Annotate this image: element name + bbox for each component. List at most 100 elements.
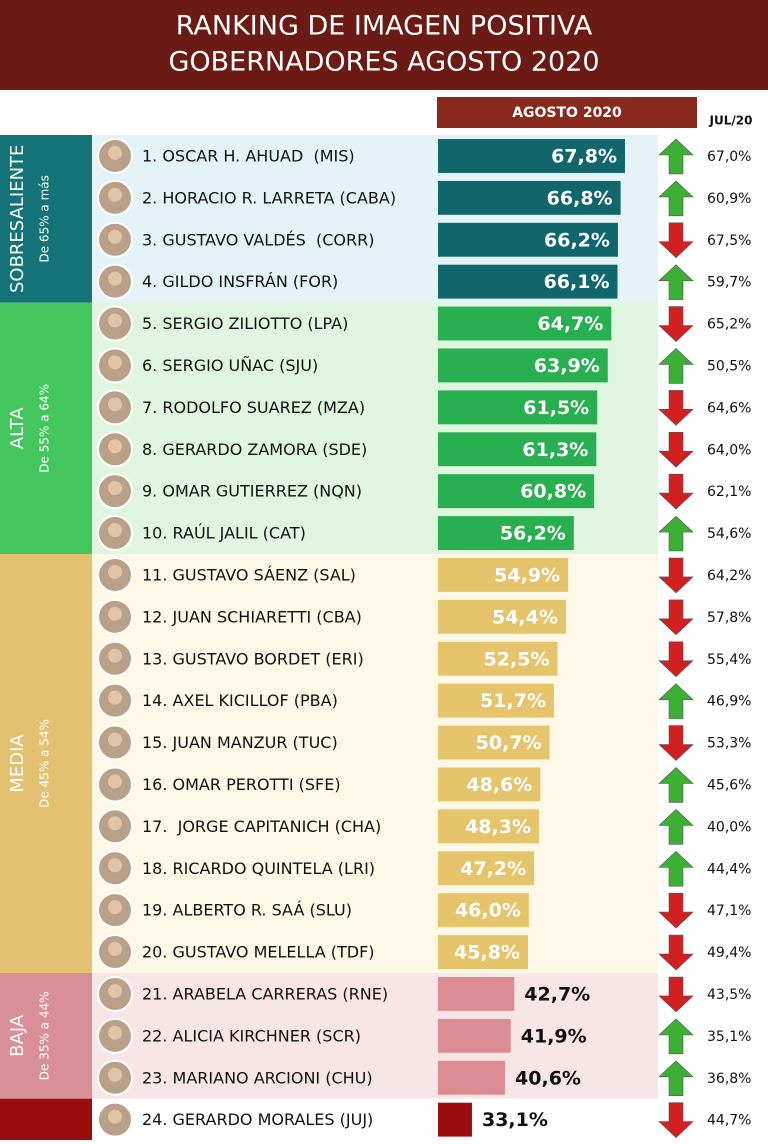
value-label: 54,4% xyxy=(492,606,558,628)
value-label: 48,6% xyxy=(466,774,532,796)
group-band xyxy=(0,302,92,554)
arrow-up xyxy=(658,515,694,552)
previous-label: 65,2% xyxy=(707,317,751,333)
value-label: 66,8% xyxy=(547,187,613,209)
bar xyxy=(438,641,558,676)
previous-label: 49,4% xyxy=(707,945,751,961)
bar xyxy=(438,1060,506,1095)
value-label: 54,9% xyxy=(494,564,560,586)
governor-name: 1. OSCAR H. AHUAD (MIS) xyxy=(142,146,355,165)
governor-name: 6. SERGIO UÑAC (SJU) xyxy=(142,356,318,375)
arrow-down xyxy=(658,641,694,678)
governor-name: 7. RODOLFO SUAREZ (MZA) xyxy=(142,398,365,417)
bar xyxy=(438,264,618,299)
previous-label: 50,5% xyxy=(707,358,751,374)
arrow-down xyxy=(658,222,694,259)
previous-label: 46,9% xyxy=(707,694,751,710)
bar xyxy=(438,348,608,383)
arrow-down xyxy=(658,473,694,510)
governor-name: 11. GUSTAVO SÁENZ (SAL) xyxy=(142,565,356,584)
photo-face xyxy=(108,1109,122,1124)
group-band xyxy=(0,1098,92,1141)
group-range: De 65% a más xyxy=(38,175,52,262)
value-label: 64,7% xyxy=(537,313,603,335)
value-label: 47,2% xyxy=(460,858,526,880)
arrow-up xyxy=(658,1018,694,1055)
governor-name: 3. GUSTAVO VALDÉS (CORR) xyxy=(142,230,374,249)
value-label: 66,2% xyxy=(544,229,610,251)
photo-face xyxy=(108,229,122,244)
value-label: 52,5% xyxy=(484,648,550,670)
photo-face xyxy=(108,145,122,160)
photo-face xyxy=(108,900,122,915)
governor-name: 23. MARIANO ARCIONI (CHU) xyxy=(142,1068,373,1087)
photo-face xyxy=(108,271,122,286)
governor-name: 18. RICARDO QUINTELA (LRI) xyxy=(142,859,375,878)
title-bar xyxy=(0,0,768,90)
arrow-down xyxy=(658,557,694,594)
group-band xyxy=(0,973,92,1099)
previous-label: 54,6% xyxy=(707,526,751,542)
previous-label: 40,0% xyxy=(707,819,751,835)
value-label: 63,9% xyxy=(534,355,600,377)
photo-face xyxy=(108,481,122,496)
photo-face xyxy=(108,355,122,370)
bar xyxy=(438,725,550,760)
governor-name: 19. ALBERTO R. SAÁ (SLU) xyxy=(142,901,352,920)
previous-label: 44,4% xyxy=(707,861,751,877)
value-label: 46,0% xyxy=(455,900,521,922)
group-band xyxy=(0,554,92,973)
photo-face xyxy=(108,816,122,831)
bar xyxy=(438,516,574,550)
group-label: ALTA xyxy=(7,407,28,449)
arrow-up xyxy=(658,683,694,719)
governor-name: 14. AXEL KICILLOF (PBA) xyxy=(142,691,338,710)
value-label: 45,8% xyxy=(454,942,520,964)
previous-label: 67,5% xyxy=(707,233,751,249)
arrow-up xyxy=(658,180,694,217)
photo-face xyxy=(108,606,122,621)
photo-face xyxy=(108,942,122,957)
governor-name: 9. OMAR GUTIERREZ (NQN) xyxy=(142,482,362,501)
governor-name: 15. JUAN MANZUR (TUC) xyxy=(142,733,338,752)
arrow-up xyxy=(658,1060,694,1096)
governor-name: 2. HORACIO R. LARRETA (CABA) xyxy=(142,188,396,207)
governor-name: 12. JUAN SCHIARETTI (CBA) xyxy=(142,607,362,626)
photo-face xyxy=(108,648,122,663)
previous-label: 36,8% xyxy=(707,1071,751,1087)
previous-label: 64,0% xyxy=(707,442,751,458)
bar xyxy=(438,390,598,425)
value-label: 67,8% xyxy=(551,145,617,167)
photo-face xyxy=(108,1067,122,1082)
governor-name: 5. SERGIO ZILIOTTO (LPA) xyxy=(142,314,348,333)
arrow-up xyxy=(658,850,694,887)
group-label: SOBRESALIENTE xyxy=(7,145,28,293)
value-label: 61,3% xyxy=(522,439,588,461)
governor-name: 13. GUSTAVO BORDET (ERI) xyxy=(142,649,364,668)
governor-name: 17. JORGE CAPITANICH (CHA) xyxy=(142,817,381,836)
photo-face xyxy=(108,523,122,538)
previous-label: 64,2% xyxy=(707,568,751,584)
group-background xyxy=(92,973,658,1099)
previous-label: 67,0% xyxy=(707,149,751,165)
photo-face xyxy=(108,397,122,412)
previous-label: 59,7% xyxy=(707,275,751,291)
arrow-down xyxy=(658,976,694,1013)
value-label: 51,7% xyxy=(480,690,546,712)
bar xyxy=(438,977,515,1011)
series-header: JUL/20 xyxy=(709,114,753,128)
bar xyxy=(438,222,618,257)
value-label: 48,3% xyxy=(465,816,531,838)
group-band xyxy=(0,135,92,303)
value-label: 42,7% xyxy=(524,983,590,1005)
group-range: De 55% a 64% xyxy=(38,384,52,473)
photo-face xyxy=(108,313,122,328)
bar xyxy=(438,683,554,718)
value-label: 56,2% xyxy=(500,523,566,545)
bar xyxy=(438,1102,472,1137)
governor-name: 8. GERARDO ZAMORA (SDE) xyxy=(142,440,367,459)
chart-subtitle: GOBERNADORES AGOSTO 2020 xyxy=(168,47,599,78)
photo-face xyxy=(108,690,122,705)
